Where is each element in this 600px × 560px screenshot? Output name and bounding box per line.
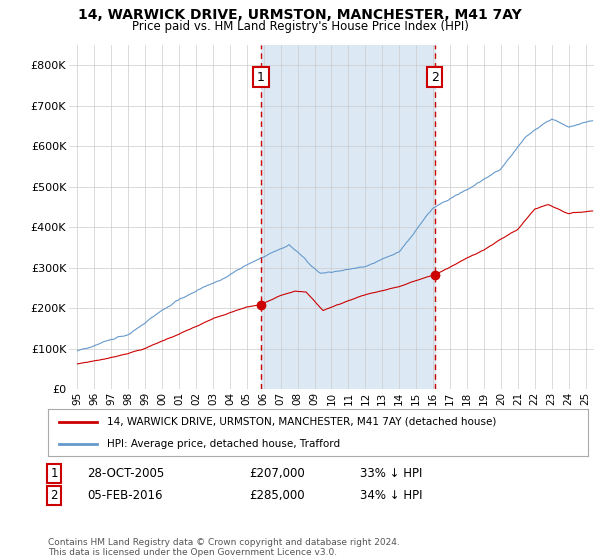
Text: 28-OCT-2005: 28-OCT-2005 [87, 466, 164, 480]
Text: Price paid vs. HM Land Registry's House Price Index (HPI): Price paid vs. HM Land Registry's House … [131, 20, 469, 32]
Text: 05-FEB-2016: 05-FEB-2016 [87, 489, 163, 502]
Text: £285,000: £285,000 [249, 489, 305, 502]
Text: HPI: Average price, detached house, Trafford: HPI: Average price, detached house, Traf… [107, 438, 341, 449]
Text: 14, WARWICK DRIVE, URMSTON, MANCHESTER, M41 7AY (detached house): 14, WARWICK DRIVE, URMSTON, MANCHESTER, … [107, 417, 497, 427]
Text: 33% ↓ HPI: 33% ↓ HPI [360, 466, 422, 480]
Text: 2: 2 [50, 489, 58, 502]
Text: 34% ↓ HPI: 34% ↓ HPI [360, 489, 422, 502]
Bar [261, 45, 434, 389]
Text: 1: 1 [50, 466, 58, 480]
Text: 2: 2 [431, 71, 439, 83]
Text: £207,000: £207,000 [249, 466, 305, 480]
Text: 1: 1 [257, 71, 265, 83]
Text: Contains HM Land Registry data © Crown copyright and database right 2024.
This d: Contains HM Land Registry data © Crown c… [48, 538, 400, 557]
Text: 14, WARWICK DRIVE, URMSTON, MANCHESTER, M41 7AY: 14, WARWICK DRIVE, URMSTON, MANCHESTER, … [78, 8, 522, 22]
